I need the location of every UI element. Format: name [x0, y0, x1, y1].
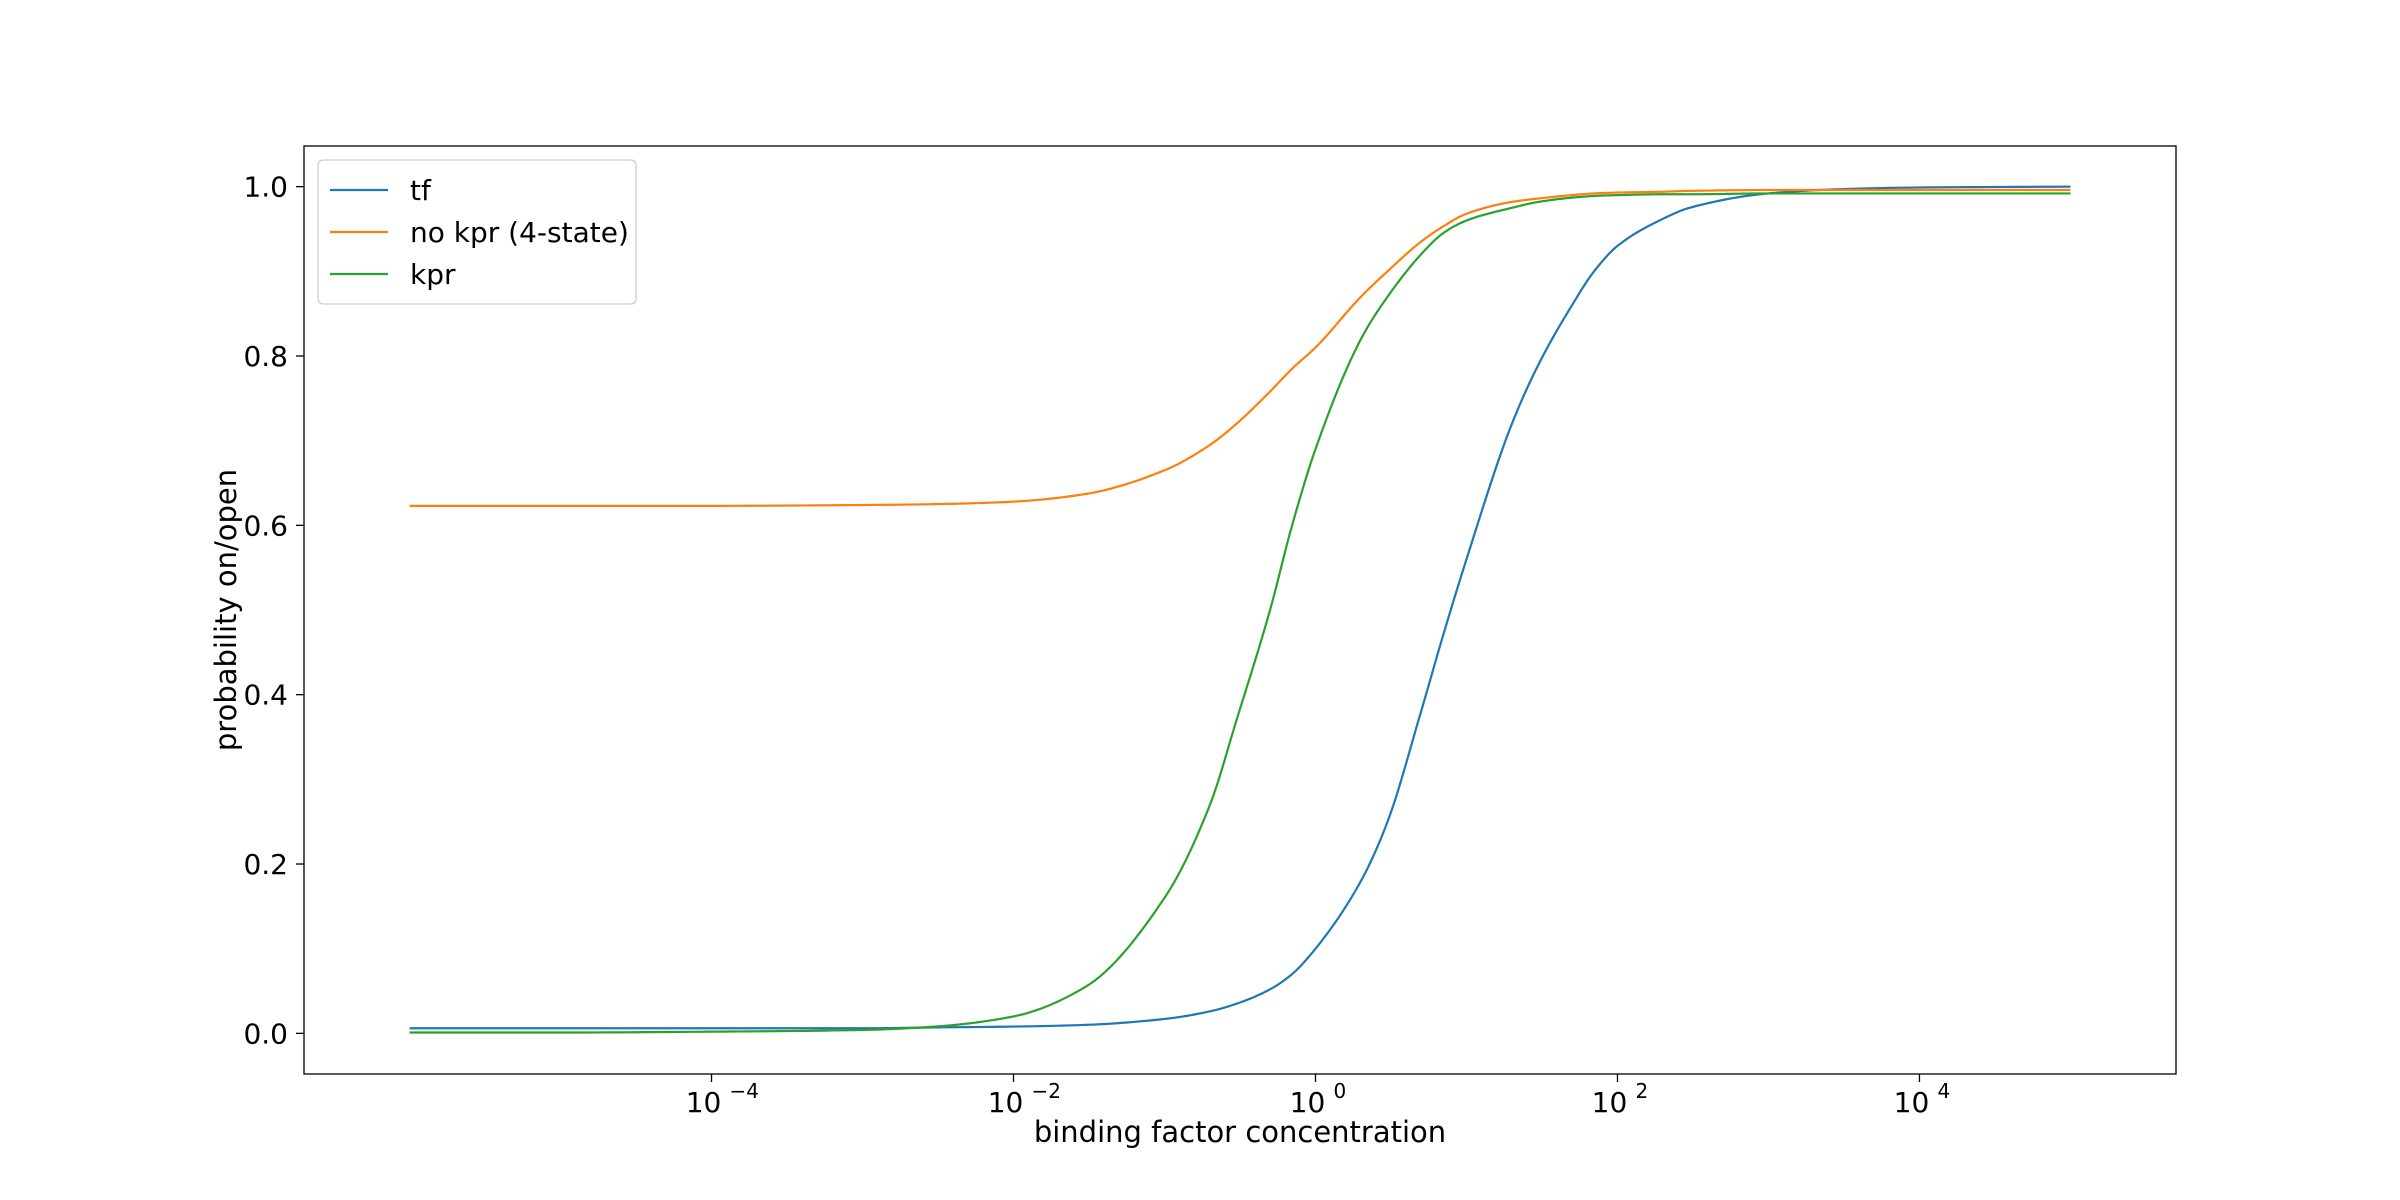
legend: tf no kpr (4-state) kpr — [317, 159, 637, 305]
x-tick-label-4: 10 — [1894, 1086, 1930, 1119]
x-tick-exponent-3: 2 — [1635, 1079, 1648, 1103]
x-tick-exponent-0: −4 — [730, 1079, 759, 1103]
legend-label-1: no kpr (4-state) — [410, 216, 629, 249]
y-tick-label-5: 1.0 — [243, 171, 288, 204]
y-axis: 0.0 0.2 0.4 0.6 0.8 1.0 — [243, 171, 304, 1050]
series-line-1 — [409, 188, 2071, 507]
x-tick-label-1: 10 — [988, 1086, 1024, 1119]
x-axis: 10 −4 10 −2 10 0 10 2 10 4 — [686, 1074, 1950, 1119]
y-tick-label-3: 0.6 — [243, 509, 288, 542]
x-axis-label: binding factor concentration — [1034, 1115, 1446, 1149]
plot-frame — [303, 145, 2177, 1075]
legend-label-0: tf — [410, 174, 432, 207]
x-tick-label-0: 10 — [686, 1086, 722, 1119]
series-line-0 — [409, 185, 2071, 1030]
y-tick-label-0: 0.0 — [243, 1017, 288, 1050]
x-tick-exponent-1: −2 — [1032, 1079, 1061, 1103]
y-axis-label: probability on/open — [209, 469, 243, 751]
series-line-2 — [409, 192, 2071, 1034]
series-layer — [409, 185, 2071, 1034]
x-tick-label-2: 10 — [1290, 1086, 1326, 1119]
x-tick-exponent-4: 4 — [1937, 1079, 1950, 1103]
legend-box — [317, 159, 637, 305]
legend-label-2: kpr — [410, 258, 456, 291]
x-tick-exponent-2: 0 — [1333, 1079, 1346, 1103]
y-tick-label-2: 0.4 — [243, 679, 288, 712]
y-tick-label-4: 0.8 — [243, 340, 288, 373]
y-tick-label-1: 0.2 — [243, 848, 288, 881]
x-tick-label-3: 10 — [1592, 1086, 1628, 1119]
